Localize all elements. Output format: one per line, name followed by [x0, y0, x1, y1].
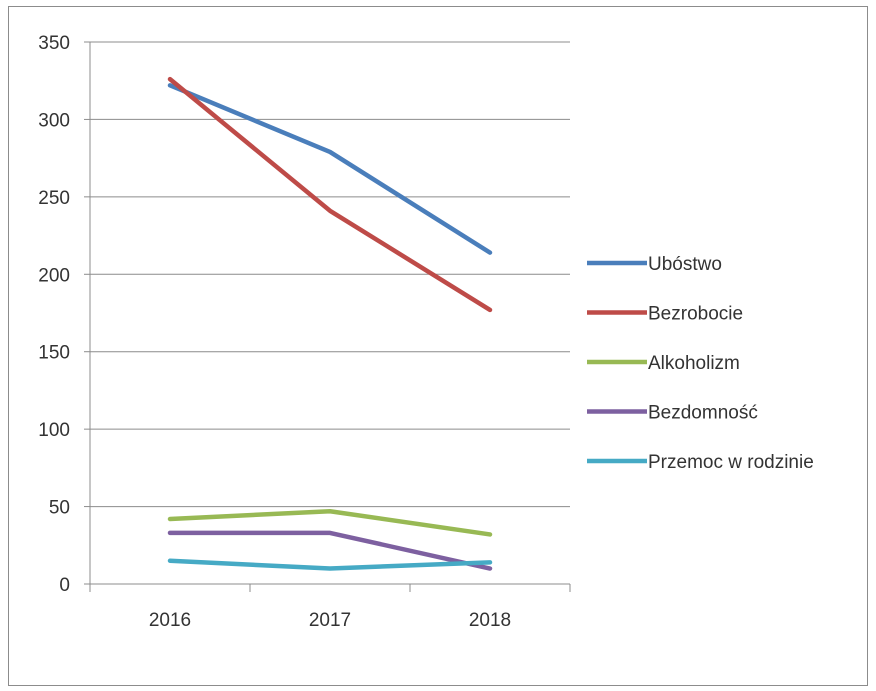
y-tick-label-250: 250: [38, 188, 70, 209]
series-line-1: [167, 76, 493, 313]
y-tick-label-350: 350: [38, 33, 70, 54]
y-tick-label-200: 200: [38, 265, 70, 286]
y-tick-label-150: 150: [38, 343, 70, 364]
y-tick-label-100: 100: [38, 420, 70, 441]
x-tick-label-2017: 2017: [309, 610, 351, 631]
legend-label-2: Alkoholizm: [648, 353, 740, 374]
series-line-4: [167, 558, 493, 571]
x-tick-label-2016: 2016: [149, 610, 191, 631]
legend-label-4: Przemoc w rodzinie: [648, 452, 814, 473]
y-tick-label-300: 300: [38, 110, 70, 131]
legend-label-0: Ubóstwo: [648, 254, 722, 275]
series-line-0: [167, 83, 493, 255]
y-tick-label-0: 0: [59, 575, 70, 596]
y-tick-label-50: 50: [49, 498, 70, 519]
legend-label-3: Bezdomność: [648, 403, 758, 424]
x-tick-label-2018: 2018: [469, 610, 511, 631]
legend-label-1: Bezrobocie: [648, 304, 743, 325]
